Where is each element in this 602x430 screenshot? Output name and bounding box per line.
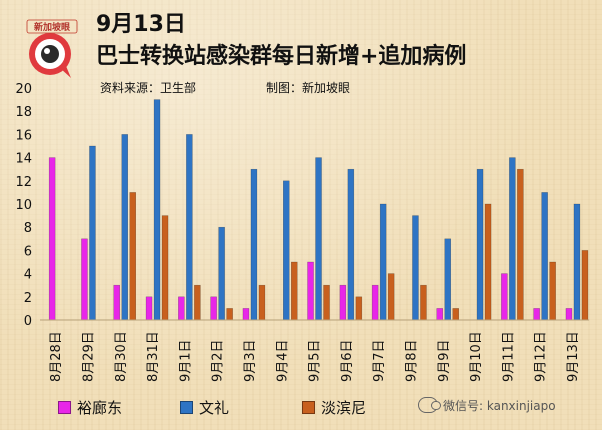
logo-eye-icon: 新加坡眼 — [26, 19, 78, 78]
bar — [379, 203, 387, 321]
x-tick-label: 9月11日 — [501, 331, 516, 382]
bar — [250, 168, 258, 321]
bar — [218, 226, 225, 321]
bar — [549, 261, 556, 321]
x-tick-label: 9月5日 — [308, 339, 323, 382]
bar — [129, 192, 136, 321]
chart-maker: 制图：新加坡眼 — [266, 81, 351, 95]
legend-label-tampines: 淡滨尼 — [321, 399, 367, 417]
x-tick-label: 8月30日 — [114, 331, 129, 382]
bar — [452, 308, 459, 321]
y-tick-label: 4 — [24, 268, 32, 283]
bar — [194, 284, 201, 321]
y-tick-label: 18 — [15, 105, 32, 120]
bar — [178, 296, 185, 321]
bar — [420, 284, 427, 321]
chart-date: 9月13日 — [96, 12, 186, 37]
bar — [283, 180, 290, 321]
watermark-text: 微信号: kanxinjiapo — [443, 399, 556, 413]
legend-label-jurong-east: 裕廊东 — [77, 399, 123, 417]
bar — [347, 168, 355, 321]
bar — [323, 284, 330, 321]
bar — [573, 203, 581, 321]
bar — [533, 308, 540, 321]
bar — [121, 134, 128, 321]
bar — [501, 273, 508, 321]
bar — [307, 261, 314, 321]
wechat-watermark: 微信号: kanxinjiapo — [418, 395, 556, 417]
bar — [565, 308, 573, 321]
x-tick-label: 9月2日 — [211, 339, 226, 382]
bar — [145, 296, 153, 321]
x-tick-label: 9月12日 — [534, 331, 549, 382]
bar — [355, 296, 363, 321]
x-tick-label: 9月3日 — [243, 339, 258, 382]
x-tick-label: 8月29日 — [81, 331, 96, 382]
x-tick-label: 9月8日 — [404, 339, 419, 382]
bar — [186, 134, 193, 321]
bar — [509, 157, 516, 321]
bar — [484, 203, 492, 321]
bar — [210, 296, 217, 321]
x-tick-label: 9月1日 — [178, 339, 193, 382]
x-tick-label: 9月6日 — [340, 339, 355, 382]
x-tick-label: 9月13日 — [566, 331, 581, 382]
legend-item-tampines: 淡滨尼 — [302, 398, 366, 418]
wechat-icon — [418, 397, 441, 413]
y-tick-label: 10 — [15, 198, 32, 213]
bar — [541, 192, 548, 321]
x-tick-label: 9月10日 — [469, 331, 484, 382]
bar — [226, 308, 233, 321]
bar — [476, 168, 484, 321]
y-tick-label: 14 — [15, 152, 32, 167]
bar — [81, 238, 88, 321]
legend-swatch-jurong-east — [58, 401, 71, 414]
bar — [315, 157, 322, 321]
legend-swatch-tampines — [302, 401, 315, 414]
legend-swatch-woodlands — [180, 401, 193, 414]
x-tick-label: 9月4日 — [275, 339, 290, 382]
bar — [89, 145, 96, 321]
bar — [242, 308, 250, 321]
legend-label-woodlands: 文礼 — [199, 399, 230, 417]
bar — [517, 168, 524, 321]
bar — [291, 261, 298, 321]
bar — [48, 157, 56, 321]
bar — [258, 284, 266, 321]
y-tick-label: 12 — [15, 175, 32, 190]
chart-title: 巴士转换站感染群每日新增+追加病例 — [96, 44, 467, 69]
bar — [581, 250, 589, 321]
y-tick-label: 8 — [24, 221, 32, 236]
bar — [161, 215, 169, 321]
y-tick-label: 20 — [15, 82, 32, 97]
bar — [371, 284, 379, 321]
x-tick-label: 9月7日 — [372, 339, 387, 382]
bar — [412, 215, 419, 321]
y-tick-label: 16 — [15, 128, 32, 143]
bar — [444, 238, 451, 321]
bar — [113, 284, 120, 321]
bar — [387, 273, 395, 321]
bar — [153, 99, 161, 321]
x-tick-label: 8月28日 — [49, 331, 64, 382]
x-tick-label: 8月31日 — [146, 331, 161, 382]
data-source: 资料来源：卫生部 — [100, 81, 197, 95]
logo-text: 新加坡眼 — [34, 21, 70, 33]
y-tick-label: 2 — [24, 291, 32, 306]
bar — [436, 308, 443, 321]
bar — [339, 284, 347, 321]
legend-item-woodlands: 文礼 — [180, 398, 229, 418]
x-tick-label: 9月9日 — [437, 339, 452, 382]
y-tick-label: 0 — [24, 314, 32, 329]
legend-item-jurong-east: 裕廊东 — [58, 398, 122, 418]
y-tick-label: 6 — [24, 244, 32, 259]
